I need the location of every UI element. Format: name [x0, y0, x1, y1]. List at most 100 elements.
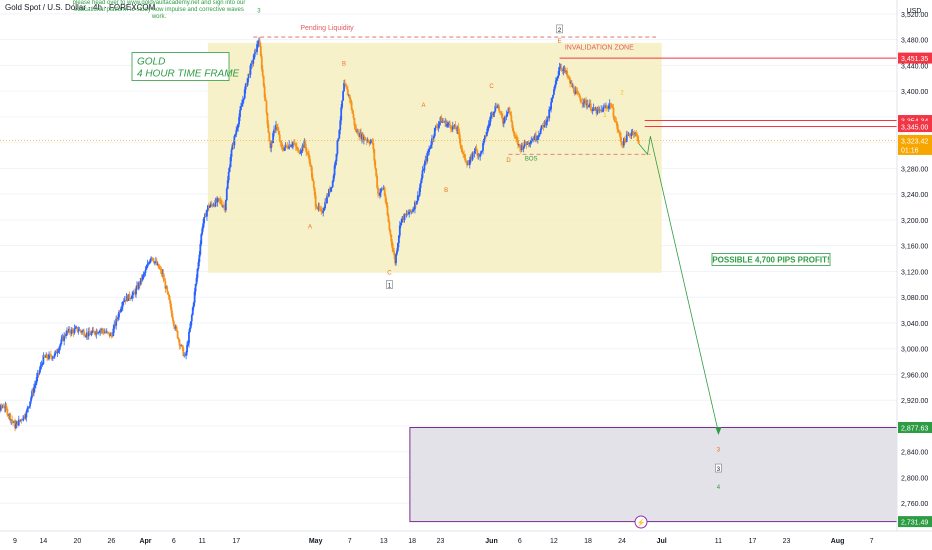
candle[interactable]	[635, 130, 638, 137]
candle[interactable]	[407, 212, 410, 215]
candle[interactable]	[170, 301, 172, 314]
candle[interactable]	[466, 160, 469, 166]
candle[interactable]	[398, 221, 401, 239]
candle[interactable]	[83, 328, 85, 338]
candle[interactable]	[249, 63, 252, 78]
candle[interactable]	[417, 195, 420, 200]
candle[interactable]	[449, 125, 452, 133]
candle[interactable]	[567, 74, 570, 80]
candle[interactable]	[55, 348, 58, 354]
candle[interactable]	[563, 65, 566, 73]
candle[interactable]	[455, 127, 458, 134]
candle[interactable]	[412, 207, 414, 213]
candle[interactable]	[129, 297, 132, 301]
candle[interactable]	[73, 324, 76, 335]
candle[interactable]	[377, 185, 379, 198]
candle[interactable]	[613, 115, 616, 123]
candle[interactable]	[215, 196, 218, 204]
candle[interactable]	[101, 327, 103, 334]
candle[interactable]	[300, 149, 303, 156]
candle[interactable]	[502, 117, 505, 128]
candle[interactable]	[102, 328, 105, 336]
candle[interactable]	[330, 186, 333, 192]
candle[interactable]	[265, 100, 268, 116]
candle[interactable]	[211, 203, 214, 208]
candle[interactable]	[288, 140, 291, 150]
candle[interactable]	[351, 108, 354, 115]
candle[interactable]	[430, 140, 432, 150]
candle[interactable]	[539, 127, 542, 135]
candle[interactable]	[593, 106, 596, 112]
candle[interactable]	[551, 96, 553, 103]
candle[interactable]	[235, 126, 238, 138]
candle[interactable]	[318, 202, 321, 212]
candle[interactable]	[243, 86, 246, 100]
candle[interactable]	[405, 210, 408, 218]
candle[interactable]	[28, 405, 31, 409]
candle[interactable]	[219, 196, 222, 205]
candle[interactable]	[42, 352, 45, 365]
candle[interactable]	[495, 102, 498, 109]
candle[interactable]	[624, 139, 627, 144]
candle[interactable]	[230, 147, 233, 162]
candle[interactable]	[322, 207, 325, 217]
candle[interactable]	[287, 146, 290, 150]
candle[interactable]	[561, 68, 564, 75]
candle[interactable]	[484, 131, 487, 140]
candle[interactable]	[247, 73, 250, 83]
candle[interactable]	[208, 204, 211, 209]
candle[interactable]	[59, 342, 62, 350]
candle[interactable]	[402, 213, 405, 223]
candle[interactable]	[358, 133, 361, 141]
candle[interactable]	[136, 281, 138, 290]
candle[interactable]	[41, 362, 44, 367]
candle[interactable]	[295, 142, 298, 151]
candle[interactable]	[454, 120, 457, 130]
candle[interactable]	[220, 198, 223, 205]
candle[interactable]	[316, 207, 319, 211]
candle[interactable]	[357, 128, 360, 136]
candle[interactable]	[420, 174, 423, 184]
candle[interactable]	[396, 247, 398, 256]
candle[interactable]	[252, 55, 255, 67]
candle[interactable]	[279, 140, 282, 147]
candle[interactable]	[196, 268, 199, 282]
candle[interactable]	[209, 201, 212, 208]
candle[interactable]	[274, 128, 276, 133]
candle[interactable]	[7, 413, 10, 419]
candle[interactable]	[615, 117, 618, 126]
candle[interactable]	[362, 132, 364, 142]
candle[interactable]	[10, 419, 13, 426]
candle[interactable]	[53, 351, 56, 359]
candle[interactable]	[240, 102, 242, 111]
candle[interactable]	[629, 132, 632, 139]
candle[interactable]	[151, 257, 153, 262]
candle[interactable]	[34, 380, 37, 389]
candle[interactable]	[559, 63, 562, 69]
candle[interactable]	[545, 120, 548, 128]
candle[interactable]	[579, 95, 582, 104]
candle[interactable]	[453, 123, 456, 130]
candle[interactable]	[443, 120, 446, 123]
candle[interactable]	[556, 75, 559, 82]
candle[interactable]	[96, 329, 99, 334]
candle[interactable]	[605, 102, 607, 109]
candle[interactable]	[222, 204, 224, 208]
candle[interactable]	[43, 354, 46, 358]
candle[interactable]	[571, 83, 574, 89]
candle[interactable]	[237, 123, 240, 132]
candle[interactable]	[264, 93, 267, 102]
candle[interactable]	[106, 330, 109, 335]
candle[interactable]	[40, 360, 43, 369]
candle[interactable]	[298, 150, 301, 155]
candle[interactable]	[503, 115, 506, 124]
candle[interactable]	[633, 130, 636, 138]
candle[interactable]	[474, 146, 477, 154]
candle[interactable]	[595, 106, 598, 117]
candle[interactable]	[433, 127, 436, 138]
candle[interactable]	[36, 370, 39, 381]
candle[interactable]	[354, 123, 357, 132]
candle[interactable]	[29, 401, 32, 409]
candle[interactable]	[552, 94, 554, 99]
candle[interactable]	[11, 415, 14, 424]
